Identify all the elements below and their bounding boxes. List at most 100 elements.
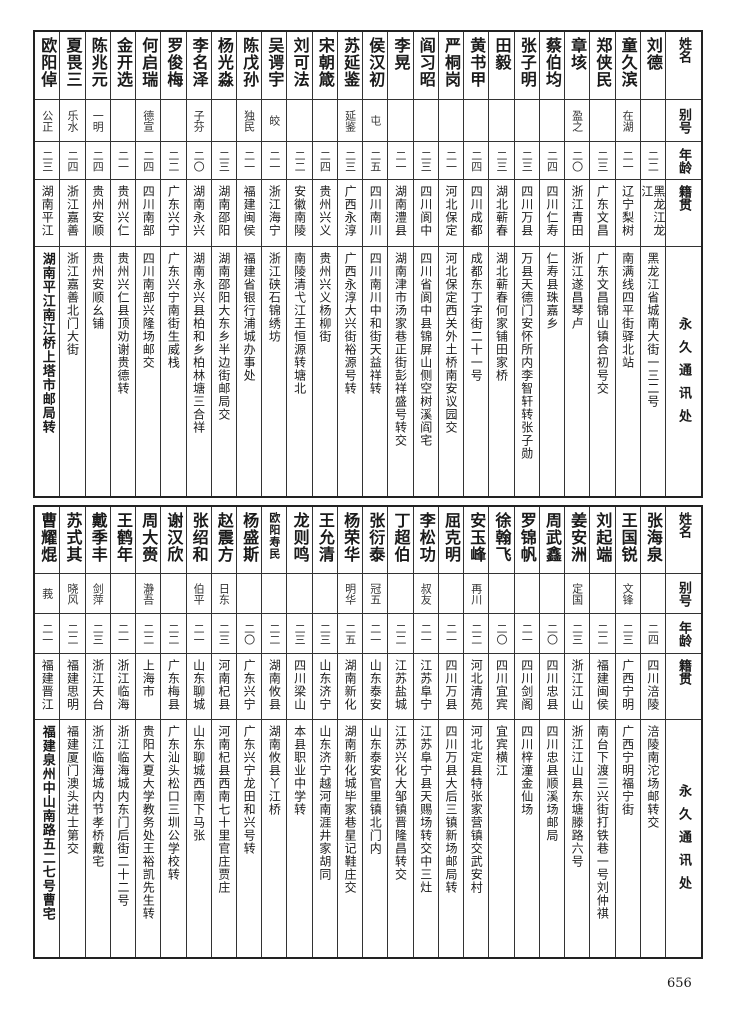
person-age: 二二 bbox=[166, 149, 180, 172]
cell-age: 二一 bbox=[438, 142, 464, 180]
cell-native: 浙江江山 bbox=[565, 654, 590, 720]
person-native: 四川忠县 bbox=[544, 659, 559, 711]
person-name: 刘可法 bbox=[290, 37, 310, 88]
person-address: 万县天德门安怀所内李智轩转张子勋 bbox=[519, 252, 534, 460]
cell-age: 二五 bbox=[363, 142, 388, 180]
cell-native: 湖南新化 bbox=[337, 654, 363, 720]
person-column: 欧阳寿民 二二 湖南攸县 湖南攸县丫江桥 bbox=[261, 507, 287, 957]
person-age: 二三 bbox=[520, 149, 534, 172]
person-native: 广东兴宁 bbox=[242, 659, 257, 711]
cell-address: 山东泰安官里镇北门内 bbox=[363, 720, 387, 957]
person-age: 二三 bbox=[91, 622, 105, 645]
person-native: 江苏阜宁 bbox=[418, 659, 433, 711]
cell-native: 河北保定 bbox=[438, 180, 464, 247]
cell-native: 河南杞县 bbox=[211, 654, 237, 720]
cell-address: 湖南攸县丫江桥 bbox=[262, 720, 286, 957]
cell-name: 李晃 bbox=[388, 32, 413, 100]
person-native: 广西永淳 bbox=[343, 185, 358, 237]
cell-nick bbox=[539, 574, 565, 614]
person-column: 刘德 二二 黑龙江龙江 黑龙江省城南大街一三二号 bbox=[639, 32, 665, 496]
cell-address: 湖南平江南江桥上塔市邮局转 bbox=[35, 247, 59, 496]
cell-native: 福建闽侯 bbox=[590, 654, 615, 720]
cell-age: 二一 bbox=[413, 614, 438, 654]
cell-age: 二〇 bbox=[565, 142, 590, 180]
cell-nick bbox=[237, 574, 262, 614]
cell-nick: 明华 bbox=[337, 574, 363, 614]
person-address: 贵州兴义杨柳街 bbox=[317, 252, 332, 343]
person-name: 刘起端 bbox=[593, 512, 613, 563]
cell-name: 蔡伯均 bbox=[539, 32, 565, 100]
cell-address: 浙江硖石锦绣坊 bbox=[262, 247, 286, 496]
cell-native: 贵州兴义 bbox=[312, 180, 337, 247]
person-age: 二一 bbox=[394, 149, 408, 172]
person-name: 欧阳寿民 bbox=[267, 512, 281, 560]
person-address: 湖南平江南江桥上塔市邮局转 bbox=[39, 252, 55, 434]
person-name: 王鹤年 bbox=[113, 512, 133, 563]
cell-nick: 德宣 bbox=[136, 100, 161, 142]
cell-age: 二三 bbox=[85, 614, 110, 654]
person-native: 广东文昌 bbox=[595, 185, 610, 237]
person-age: 二四 bbox=[141, 149, 155, 172]
person-address: 浙江嘉善北门大街 bbox=[65, 252, 80, 356]
cell-address: 江苏兴化大邹镇晋隆昌转交 bbox=[388, 720, 412, 957]
person-nick: 莪 bbox=[40, 588, 54, 599]
person-column: 赵震方 日东 二三 河南杞县 河南杞县西南七十里官庄贾庄 bbox=[210, 507, 237, 957]
person-native: 河北清苑 bbox=[469, 659, 484, 711]
person-name: 杨光淼 bbox=[214, 37, 234, 88]
person-age: 二五 bbox=[368, 149, 382, 172]
person-column: 曹耀焜莪二一 福建晋江 福建泉州中山南路五二七号曹宅 bbox=[35, 507, 60, 957]
person-name: 张子明 bbox=[517, 37, 537, 88]
cell-native: 山东泰安 bbox=[363, 654, 388, 720]
person-age: 二一 bbox=[242, 149, 256, 172]
person-nick: 在湖 bbox=[621, 109, 635, 132]
cell-name: 刘德 bbox=[640, 32, 665, 100]
person-nick: 剑萍 bbox=[91, 582, 105, 605]
cell-name: 刘起端 bbox=[590, 507, 615, 574]
cell-address: 浙江嘉善北门大街 bbox=[60, 247, 84, 496]
cell-address: 四川万县大后三镇新场邮局转 bbox=[439, 720, 463, 957]
cell-nick: 日东 bbox=[211, 574, 237, 614]
cell-name: 曹耀焜 bbox=[35, 507, 60, 574]
person-age: 二三 bbox=[40, 149, 54, 172]
person-nick: 瀞吾 bbox=[141, 582, 155, 605]
cell-age: 二三 bbox=[211, 142, 237, 180]
person-age: 二一 bbox=[40, 622, 54, 645]
person-column: 罗锦帆 二一 四川剑阁 四川梓潼金仙场 bbox=[513, 507, 539, 957]
cell-native: 辽宁梨树 bbox=[615, 180, 640, 247]
person-age: 二二 bbox=[646, 149, 660, 172]
cell-nick bbox=[438, 574, 464, 614]
cell-address: 江苏阜宁县天赐场转交中三灶 bbox=[414, 720, 438, 957]
cell-address: 万县天德门安怀所内李智轩转张子勋 bbox=[515, 247, 539, 496]
cell-nick bbox=[110, 574, 136, 614]
person-age: 二四 bbox=[545, 149, 559, 172]
person-address: 河北保定西关外土桥南安议园交 bbox=[444, 252, 458, 434]
person-age: 二三 bbox=[293, 622, 307, 645]
person-column: 李晃 二一 湖南澧县 湖南津市汤家巷正街彭祥盛号转交 bbox=[387, 32, 413, 496]
person-column: 郑侠民 二三 广东文昌 广东文昌锦山镇合初号交 bbox=[589, 32, 615, 496]
cell-address: 湖南邵阳大东乡半边街邮局交 bbox=[212, 247, 236, 496]
person-column: 屈克明 二一 四川万县 四川万县大后三镇新场邮局转 bbox=[437, 507, 464, 957]
cell-address: 四川梓潼金仙场 bbox=[515, 720, 539, 957]
person-column: 周武鑫 二〇 四川忠县 四川忠县顺溪场邮局 bbox=[538, 507, 565, 957]
cell-age: 二四 bbox=[464, 142, 489, 180]
cell-name: 杨荣华 bbox=[337, 507, 363, 574]
cell-address: 黑龙江省城南大街一三二号 bbox=[641, 247, 665, 496]
header-age: 年龄 bbox=[676, 147, 691, 174]
person-nick: 盈之 bbox=[570, 109, 584, 132]
cell-address: 广东汕头松口三圳公学校转 bbox=[161, 720, 185, 957]
cell-age: 二一 bbox=[514, 614, 539, 654]
cell-address: 广西永淳大兴街裕源号转 bbox=[338, 247, 362, 496]
person-column: 黄书甲 二四 四川成都 成都东丁字街二十一号 bbox=[463, 32, 489, 496]
person-column: 夏畏三 乐水 二四 浙江嘉善 浙江嘉善北门大街 bbox=[59, 32, 85, 496]
cell-name: 丁超伯 bbox=[388, 507, 413, 574]
cell-name: 欧阳倬 bbox=[35, 32, 60, 100]
person-native: 四川涪陵 bbox=[645, 659, 660, 711]
person-age: 二二 bbox=[267, 622, 281, 645]
header-cell: 别号 bbox=[666, 574, 701, 614]
cell-name: 戴季丰 bbox=[85, 507, 110, 574]
person-age: 二一 bbox=[192, 622, 206, 645]
person-column: 刘可法 二二 安徽南陵 南陵清弋江王恒源转塘北 bbox=[286, 32, 312, 496]
person-column: 刘起端 二二 福建闽侯 南台下渡三兴街打铁巷一号刘仲祺 bbox=[589, 507, 615, 957]
person-native: 四川万县 bbox=[444, 659, 458, 711]
cell-native: 四川梁山 bbox=[287, 654, 312, 720]
